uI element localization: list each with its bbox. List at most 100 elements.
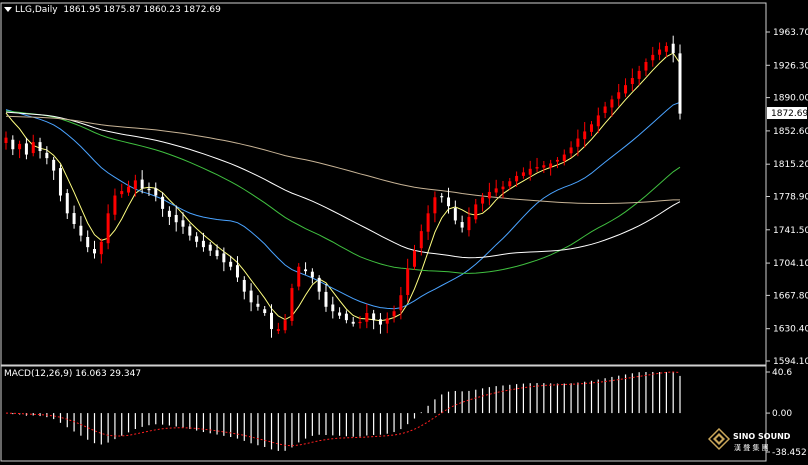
candle-body [474,204,478,220]
candle-body [188,226,192,236]
chart-header: LLG,Daily 1861.95 1875.87 1860.23 1872.6… [4,5,221,15]
candle-body [399,295,403,311]
candle-body [528,168,532,175]
candle-body [664,45,668,52]
price-tick-label: 1926.30 [773,61,808,71]
candle-body [297,266,301,287]
candle-body [412,250,416,267]
candle-body [508,181,512,187]
macd-signal-line [5,371,681,447]
price-axis: 1963.70 1926.30 1890.00 1852.60 1815.20 1778.… [766,28,808,367]
candle-body [167,210,171,217]
candle-body [392,311,396,317]
candle-body [79,225,83,236]
candle-body [406,268,410,295]
candle-body [249,290,253,303]
candle-body [610,99,614,108]
candle-body [161,196,165,209]
candle-body [419,231,423,249]
price-tick-label: 1815.20 [773,160,808,170]
ma-slow-line [5,115,680,204]
candle-body [140,179,144,189]
candle-body [195,236,199,242]
candle-body [11,139,15,150]
candle-body [624,85,628,94]
candle-body [426,213,430,232]
candle-body [58,168,62,196]
candle-body [208,244,212,251]
candle-body [331,304,335,312]
price-tick-label: 1667.80 [773,291,808,301]
candle-body [242,279,246,292]
macd-tick-label: 40.6 [772,368,792,378]
candle-body [201,240,205,248]
watermark-brand: SINO SOUND [733,432,791,441]
moving-average-lines [5,52,681,322]
watermark-sub: 漢 聲 集 團 [734,443,769,452]
price-tick-label: 1778.90 [773,193,808,203]
candle-body [113,195,117,215]
candle-body [65,193,69,214]
candle-body [310,271,314,278]
symbol-label: LLG,Daily [15,5,58,15]
candle-body [644,61,648,71]
candle-body [447,197,451,207]
price-tick-label: 1890.00 [773,94,808,104]
candle-body [576,138,580,147]
candle-body [481,197,485,204]
current-price-box [767,107,807,120]
candle-body [555,159,559,162]
price-pane-border [0,2,767,366]
candle-body [549,163,553,168]
candle-body [630,78,634,85]
candle-body [154,188,158,196]
candle-body [324,291,328,307]
candle-body [596,115,600,127]
candle-body [106,213,110,244]
candle-body [467,216,471,231]
candle-body [290,288,294,321]
candle-body [562,154,566,162]
candle-body [174,214,178,223]
candle-body [515,175,519,182]
candle-body [358,321,362,324]
candle-body [120,191,124,195]
candle-body [235,265,239,278]
price-tick-label: 1741.50 [773,226,808,236]
macd-tick-label: -38.452 [772,448,807,458]
candle-body [378,319,382,325]
candle-body [385,318,389,324]
candlesticks [4,35,682,338]
candle-body [501,186,505,190]
candle-body [99,241,103,255]
current-price-label: 1872.69 [771,109,808,119]
candle-body [671,43,675,54]
macd-axis: 40.6 0.00 -38.452 [766,368,807,458]
candle-body [52,159,56,171]
candle-body [222,253,226,263]
candle-body [31,142,35,154]
macd-histogram [12,372,681,451]
price-tick-label: 1630.40 [773,325,808,335]
candle-body [304,269,308,272]
candle-body [651,54,655,61]
candle-body [338,312,342,316]
ma-white-line [5,111,681,259]
dropdown-triangle-icon[interactable] [4,7,12,12]
candle-body [45,152,49,159]
candle-body [589,124,593,132]
price-tick-label: 1852.60 [773,127,808,137]
diamond-logo-icon [708,428,731,451]
ma-fast-line [5,52,681,322]
price-tick-label: 1963.70 [773,28,808,38]
candle-body [283,320,287,331]
candle-body [344,313,348,321]
watermark-logo: SINO SOUND 漢 聲 集 團 [708,428,791,452]
ohlc-values: 1861.95 1875.87 1860.23 1872.69 [63,5,221,15]
candle-body [229,261,233,267]
candle-body [535,167,539,169]
macd-pane-border [0,365,767,462]
candle-body [93,248,97,254]
